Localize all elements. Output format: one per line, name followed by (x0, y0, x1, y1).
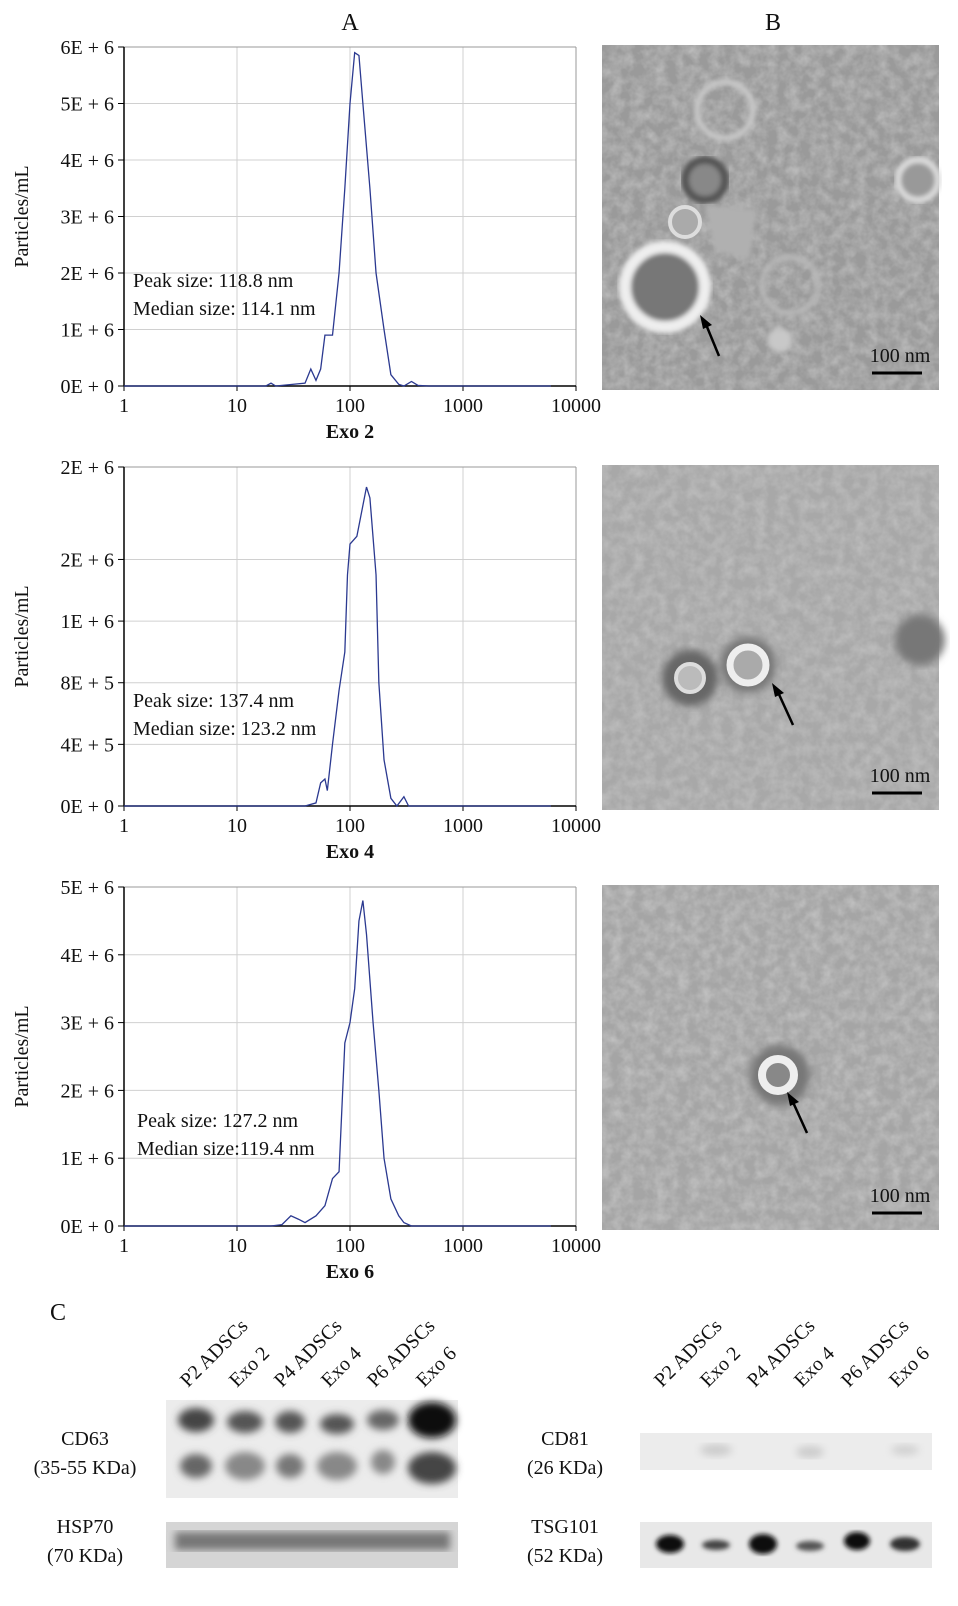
chart: 1 10 100 1000 10000 0E + 0 1E + 6 2E + 6 3E + 6 4… (11, 877, 601, 1283)
y-tick-label: 4E + 6 (61, 150, 115, 172)
panel-label: C (50, 1300, 66, 1326)
y-tick-label: 2E + 6 (61, 263, 115, 285)
y-axis-label: Particles/mL (11, 165, 33, 267)
blot-size: (52 KDa) (527, 1545, 603, 1567)
y-tick-label: 4E + 5 (61, 734, 115, 756)
scale-bar: 100 nm 100 nm 100 nm (870, 345, 931, 1215)
annotation: Peak size: 127.2 nm (137, 1110, 299, 1132)
data-line (124, 51, 551, 387)
x-tick-label: 10 (227, 395, 247, 417)
x-tick-label: 10 (227, 1235, 247, 1257)
y-tick-label: 1E + 6 (61, 1148, 115, 1170)
y-axis-label: Particles/mL (11, 585, 33, 687)
scale-bar-label: 100 nm (870, 1185, 931, 1207)
x-tick-label: 10000 (551, 1235, 601, 1257)
blot-size: (35-55 KDa) (34, 1457, 137, 1479)
y-tick-label: 2E + 6 (61, 1080, 115, 1102)
blot-image (166, 1400, 932, 1568)
tem-image (602, 885, 939, 1230)
x-tick-label: 1 (119, 1235, 129, 1257)
x-tick-label: 10000 (551, 815, 601, 837)
y-tick-label: 4E + 6 (61, 945, 115, 967)
tem-image (602, 45, 941, 390)
y-tick-label: 5E + 6 (61, 877, 115, 899)
x-tick-label: 1000 (443, 815, 483, 837)
x-tick-label: 100 (335, 395, 365, 417)
chart: 1 10 100 1000 10000 0E + 0 1E + 6 2E + 6 3E + 6 4… (11, 37, 601, 443)
x-tick-label: 1000 (443, 1235, 483, 1257)
y-tick-label: 0E + 0 (61, 1216, 115, 1238)
blot-size: (70 KDa) (47, 1545, 123, 1567)
y-tick-label: 8E + 5 (61, 673, 115, 695)
data-line (124, 900, 551, 1227)
annotation: Peak size: 137.4 nm (133, 690, 295, 712)
x-tick-label: 1000 (443, 395, 483, 417)
data-line (124, 486, 551, 808)
y-tick-label: 3E + 6 (61, 207, 115, 229)
scale-bar-label: 100 nm (870, 345, 931, 367)
y-tick-label: 2E + 6 (61, 549, 115, 571)
x-tick-label: 1 (119, 395, 129, 417)
blot-protein: HSP70 (57, 1516, 114, 1538)
panel-label: A (341, 10, 359, 36)
blot-protein: TSG101 (531, 1516, 599, 1538)
y-tick-label: 1E + 6 (61, 320, 115, 342)
y-tick-label: 1E + 6 (61, 611, 115, 633)
y-tick-label: 2E + 6 (61, 457, 115, 479)
y-axis-label: Particles/mL (11, 1005, 33, 1107)
blot-protein: CD63 (61, 1428, 109, 1450)
chart: 1 10 100 1000 10000 0E + 0 4E + 5 8E + 5 1E + 6 2… (11, 457, 601, 863)
annotation: Median size: 123.2 nm (133, 718, 317, 740)
blot-size: (26 KDa) (527, 1457, 603, 1479)
y-tick-label: 0E + 0 (61, 376, 115, 398)
x-axis-label: Exo 6 (326, 1261, 374, 1283)
x-tick-label: 10 (227, 815, 247, 837)
blot-protein: CD81 (541, 1428, 589, 1450)
y-tick-label: 0E + 0 (61, 796, 115, 818)
annotation: Median size: 114.1 nm (133, 298, 316, 320)
panel-label: B (765, 10, 781, 36)
scale-bar-label: 100 nm (870, 765, 931, 787)
y-tick-label: 5E + 6 (61, 94, 115, 116)
y-tick-label: 6E + 6 (61, 37, 115, 59)
x-axis-label: Exo 2 (326, 421, 374, 443)
x-tick-label: 1 (119, 815, 129, 837)
x-axis-label: Exo 4 (326, 841, 374, 863)
annotation: Peak size: 118.8 nm (133, 270, 294, 292)
x-tick-label: 100 (335, 815, 365, 837)
x-tick-label: 100 (335, 1235, 365, 1257)
tem-image (602, 465, 945, 810)
y-tick-label: 3E + 6 (61, 1013, 115, 1035)
annotation: Median size:119.4 nm (137, 1138, 315, 1160)
x-tick-label: 10000 (551, 395, 601, 417)
